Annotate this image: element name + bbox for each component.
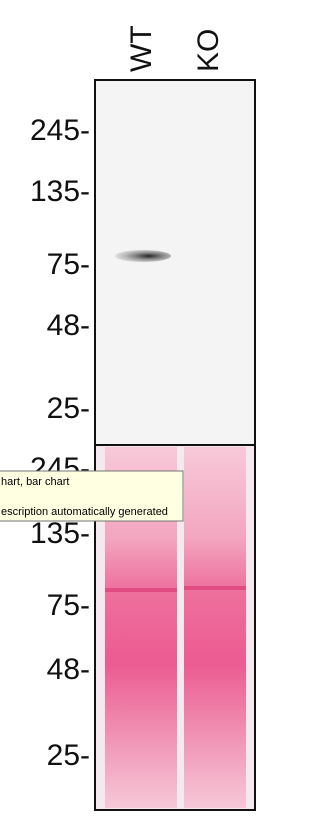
- stain-lane: [184, 447, 246, 808]
- tooltip: [0, 470, 184, 522]
- marker-label: 25-: [47, 392, 90, 425]
- marker-label: 25-: [47, 739, 90, 772]
- marker-label: 135-: [30, 517, 90, 550]
- stain-band: [105, 588, 177, 592]
- blot-figure: WT KO 245- 135- 75- 48- 25- 245- 135- 75…: [0, 25, 256, 811]
- marker-label: 75-: [47, 589, 90, 622]
- marker-label: 48-: [47, 309, 90, 342]
- marker-label: 135-: [30, 175, 90, 208]
- marker-label: 245-: [30, 114, 90, 147]
- tooltip-text: escription automatically generated: [1, 506, 168, 518]
- marker-label: 48-: [47, 653, 90, 686]
- stain-band: [184, 586, 246, 590]
- lane-label: WT: [125, 25, 158, 72]
- protein-band: [115, 250, 171, 262]
- tooltip-text: hart, bar chart: [1, 476, 69, 488]
- marker-label: 75-: [47, 248, 90, 281]
- lane-label: KO: [192, 29, 225, 72]
- blot-panel: [94, 79, 256, 446]
